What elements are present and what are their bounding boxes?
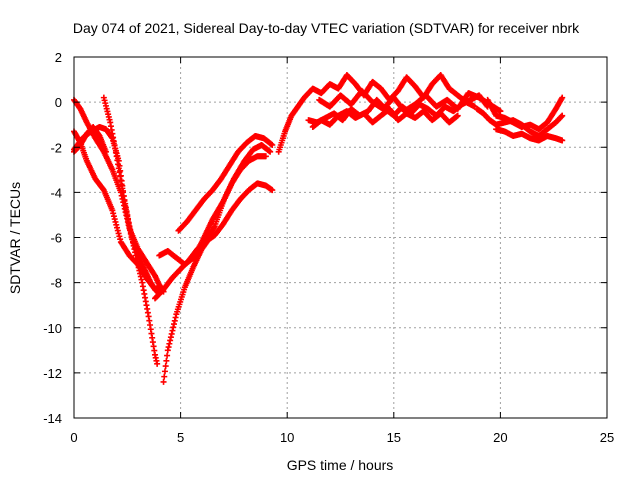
- data-point: [162, 363, 169, 370]
- y-tick-label: -8: [50, 276, 62, 291]
- tick-marks: [73, 56, 608, 419]
- series-track-h: [156, 141, 274, 268]
- chart-title: Day 074 of 2021, Sidereal Day-to-day VTE…: [73, 20, 580, 36]
- y-tick-label: -14: [43, 411, 62, 426]
- x-tick-label: 25: [600, 430, 614, 445]
- data-point: [559, 137, 566, 144]
- y-tick-label: -6: [50, 231, 62, 246]
- grid-layer: [74, 57, 607, 418]
- data-point: [156, 284, 163, 291]
- data-point: [160, 378, 167, 385]
- x-axis-label: GPS time / hours: [287, 457, 394, 473]
- data-point: [269, 187, 276, 194]
- x-tick-labels: 0 5 10 15 20 25: [70, 430, 614, 445]
- y-tick-label: -12: [43, 366, 62, 381]
- data-point: [262, 153, 269, 160]
- data-point: [102, 148, 109, 155]
- data-point: [163, 357, 170, 364]
- y-tick-label: 2: [55, 50, 62, 65]
- x-tick-label: 10: [280, 430, 294, 445]
- series-track-p: [473, 105, 566, 139]
- y-tick-label: -2: [50, 140, 62, 155]
- series-track-e: [71, 123, 109, 155]
- series-track-b: [71, 96, 167, 295]
- series-track-m: [309, 105, 461, 130]
- data-point: [559, 112, 566, 119]
- series-track-i: [175, 132, 276, 234]
- x-tick-label: 0: [70, 430, 77, 445]
- x-tick-label: 5: [177, 430, 184, 445]
- data-point: [269, 141, 276, 148]
- data-points: [71, 72, 566, 385]
- series-track-n: [493, 126, 566, 144]
- data-point: [267, 148, 274, 155]
- y-axis-label: SDTVAR / TECUs: [7, 182, 23, 294]
- y-tick-labels: -14 -12 -10 -8 -6 -4 -2 0 2: [43, 50, 62, 426]
- data-point: [161, 373, 168, 380]
- y-tick-label: 0: [55, 95, 62, 110]
- y-tick-label: -4: [50, 185, 62, 200]
- data-point: [497, 108, 504, 115]
- series-track-d: [100, 94, 161, 367]
- data-point: [154, 360, 161, 367]
- y-tick-label: -10: [43, 321, 62, 336]
- data-point: [161, 368, 168, 375]
- data-point: [454, 112, 461, 119]
- data-point: [559, 94, 566, 101]
- x-tick-label: 15: [387, 430, 401, 445]
- series-track-j: [275, 72, 478, 155]
- data-point: [164, 352, 171, 359]
- x-tick-label: 20: [493, 430, 507, 445]
